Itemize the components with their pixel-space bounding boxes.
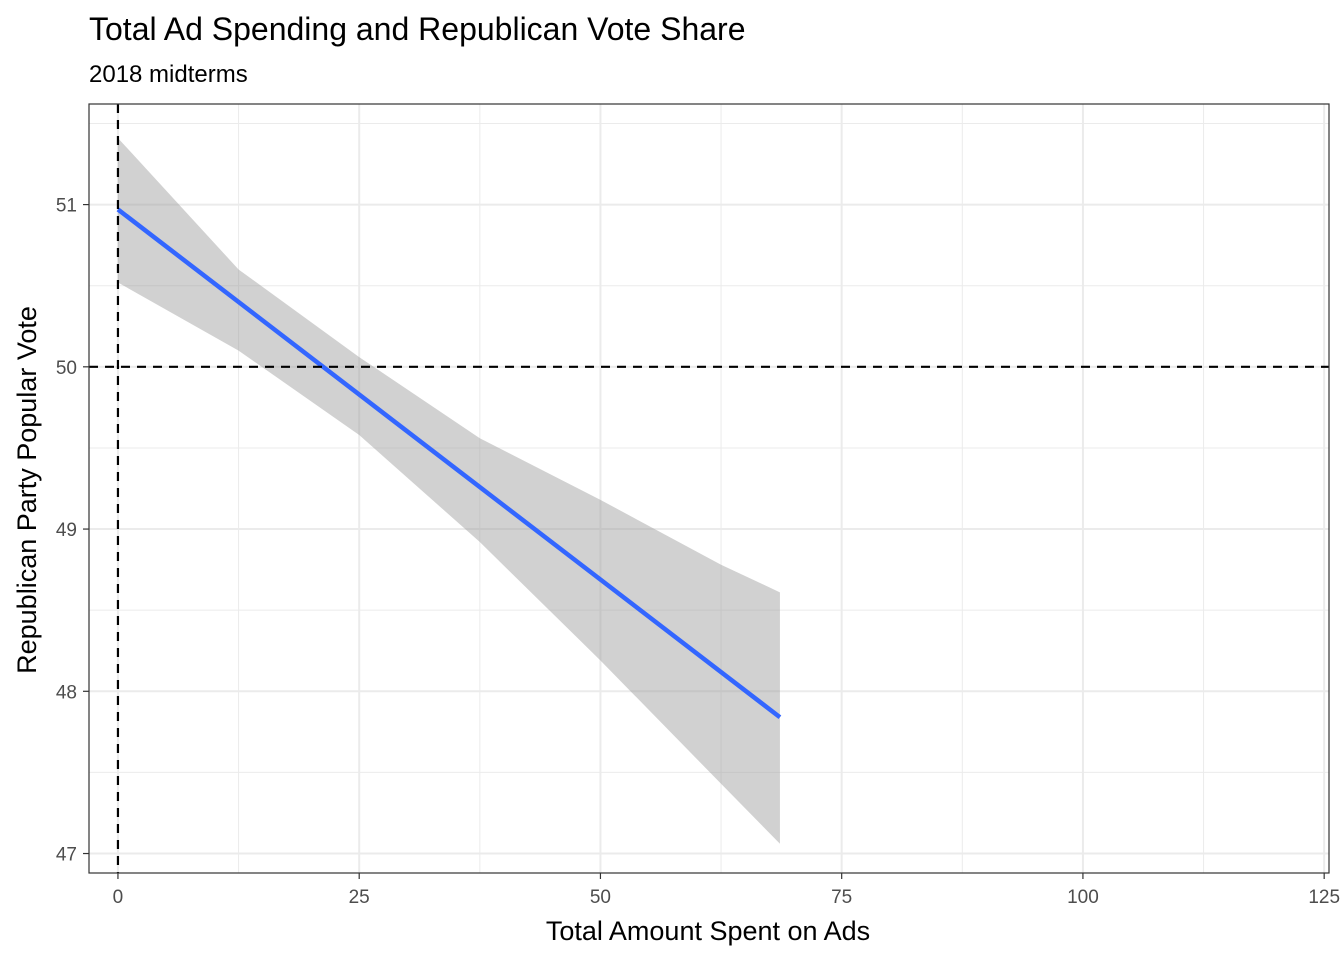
reference-lines	[89, 104, 1329, 873]
y-tick-label: 47	[56, 845, 77, 866]
axis-layer: 0 25 50 75 100 125 47 48 49 50 51	[56, 196, 1340, 908]
x-tick-label: 125	[1308, 887, 1340, 908]
y-tick-label: 48	[56, 682, 77, 703]
chart-subtitle: 2018 midterms	[89, 61, 248, 88]
x-tick-label: 25	[349, 887, 370, 908]
y-tick-label: 49	[56, 520, 77, 541]
y-tick-label: 51	[56, 196, 77, 217]
confidence-band	[117, 138, 780, 844]
x-tick-label: 100	[1067, 887, 1099, 908]
x-tick-label: 50	[590, 887, 611, 908]
x-tick-label: 75	[831, 887, 852, 908]
y-tick-label: 50	[56, 358, 77, 379]
panel-border	[88, 103, 1330, 874]
y-axis-title: Republican Party Popular Vote	[12, 306, 42, 674]
band-layer	[117, 138, 780, 844]
regression-line	[116, 207, 782, 720]
x-axis-title: Total Amount Spent on Ads	[546, 916, 870, 946]
line-layer	[116, 207, 782, 720]
chart-title: Total Ad Spending and Republican Vote Sh…	[89, 11, 746, 47]
x-tick-label: 0	[113, 887, 124, 908]
